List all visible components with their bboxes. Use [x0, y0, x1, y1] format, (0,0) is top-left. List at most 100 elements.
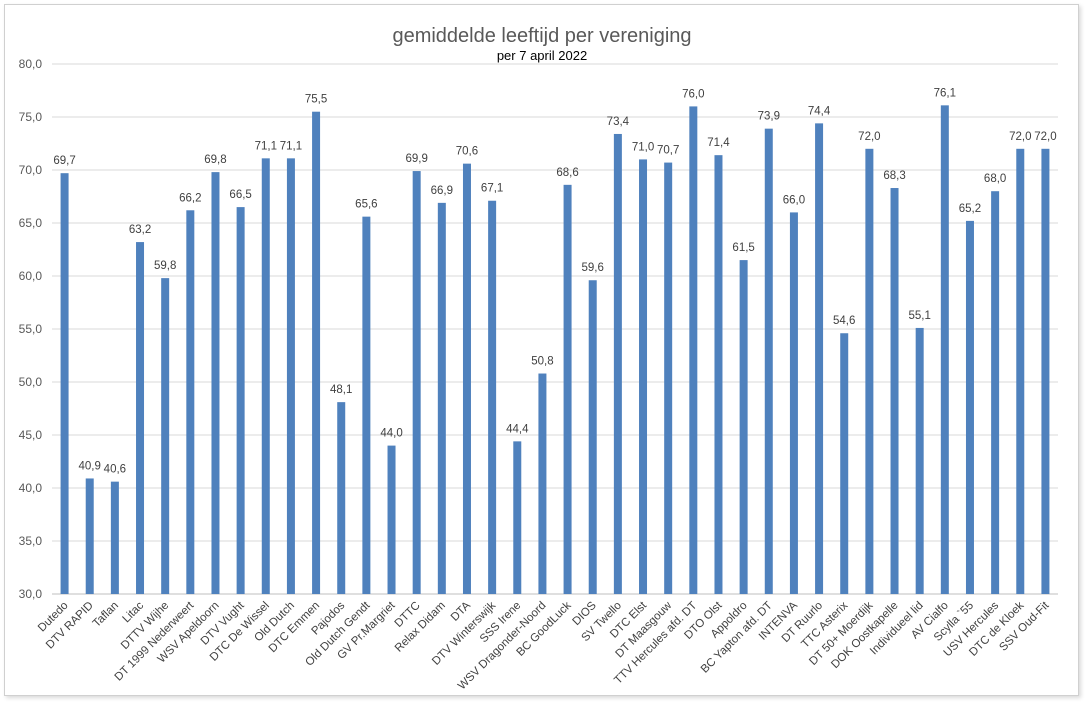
data-label: 68,6: [556, 167, 578, 179]
y-tick-label: 80,0: [19, 57, 43, 71]
bar: [1041, 148, 1050, 595]
data-label: 54,6: [833, 315, 855, 327]
data-label: 66,9: [431, 185, 453, 197]
category-label: Taflan: [91, 600, 121, 630]
data-label: 59,8: [154, 260, 176, 272]
bar: [462, 163, 471, 594]
data-label: 66,0: [783, 194, 805, 206]
y-tick-label: 40,0: [19, 481, 43, 495]
bar: [639, 159, 648, 594]
data-label: 48,1: [330, 384, 352, 396]
data-label: 72,0: [1034, 131, 1056, 143]
bar: [362, 216, 371, 594]
bar: [714, 155, 723, 594]
bar: [488, 200, 497, 595]
bar: [890, 188, 899, 594]
bar: [161, 278, 170, 594]
y-tick-label: 65,0: [19, 216, 43, 230]
bar: [1016, 148, 1025, 595]
data-label: 69,8: [204, 154, 226, 166]
data-label: 66,2: [179, 192, 201, 204]
bar: [965, 220, 974, 594]
y-tick-label: 35,0: [19, 534, 43, 548]
data-label: 71,1: [280, 140, 302, 152]
data-label: 50,8: [531, 356, 553, 368]
bar: [840, 333, 849, 594]
bar: [186, 210, 195, 594]
bar: [211, 172, 220, 594]
bar: [236, 207, 245, 594]
bar: [865, 148, 874, 595]
data-labels: 69,7 40,9 40,6 63,2 59,8 66,2 69,8 66,5 71,1 71,1…: [53, 87, 1056, 475]
data-label: 69,7: [53, 155, 75, 167]
data-label: 76,0: [682, 88, 704, 100]
bar: [764, 128, 773, 594]
data-label: 75,5: [305, 94, 327, 106]
data-label: 70,6: [456, 146, 478, 158]
data-label: 71,4: [707, 137, 730, 149]
y-tick-label: 70,0: [19, 163, 43, 177]
data-label: 70,7: [657, 145, 679, 157]
data-label: 71,1: [255, 140, 277, 152]
bar: [991, 191, 1000, 594]
data-label: 40,9: [79, 460, 101, 472]
data-label: 63,2: [129, 224, 151, 236]
data-label: 69,9: [405, 153, 427, 165]
data-label: 73,4: [607, 116, 630, 128]
chart-title: gemiddelde leeftijd per vereniging: [392, 25, 691, 47]
data-label: 44,0: [380, 428, 402, 440]
bar: [538, 373, 547, 594]
bar: [739, 260, 748, 594]
bar: [261, 158, 270, 594]
y-tick-label: 55,0: [19, 322, 43, 336]
bar: [85, 478, 94, 594]
bar: [110, 481, 119, 594]
bar: [789, 212, 798, 594]
bar: [437, 202, 446, 595]
bar: [940, 105, 949, 594]
data-label: 67,1: [481, 183, 503, 195]
data-label: 71,0: [632, 141, 654, 153]
data-label: 61,5: [732, 242, 754, 254]
data-label: 65,2: [959, 203, 981, 215]
bar: [387, 445, 396, 594]
data-label: 76,1: [934, 87, 956, 99]
bar: [513, 441, 522, 594]
bar: [136, 242, 145, 594]
data-label: 72,0: [858, 131, 880, 143]
data-label: 73,9: [758, 111, 780, 123]
bar: [563, 184, 572, 594]
bar: [337, 402, 346, 594]
bar: [815, 123, 824, 595]
bar: [588, 280, 597, 594]
gridlines: [52, 63, 1058, 595]
bars: [60, 105, 1050, 595]
bar: [613, 133, 622, 594]
data-label: 44,4: [506, 423, 529, 435]
bar: [312, 111, 321, 594]
y-tick-label: 60,0: [19, 269, 43, 283]
y-tick-label: 45,0: [19, 428, 43, 442]
y-tick-label: 30,0: [19, 587, 43, 601]
data-label: 74,4: [808, 105, 831, 117]
data-label: 59,6: [582, 262, 604, 274]
data-label: 68,0: [984, 173, 1006, 185]
chart-subtitle: per 7 april 2022: [497, 48, 587, 63]
bar: [286, 158, 295, 594]
data-label: 68,3: [883, 170, 905, 182]
y-axis-tick-labels: 30,0 35,0 40,0 45,0 50,0 55,0 60,0 65,0 70,0 75,0…: [19, 57, 43, 601]
bar: [412, 171, 421, 594]
bar: [689, 106, 698, 595]
data-label: 72,0: [1009, 131, 1031, 143]
bar: [664, 162, 673, 594]
bar: [915, 327, 924, 594]
data-label: 55,1: [908, 310, 930, 322]
y-tick-label: 50,0: [19, 375, 43, 389]
data-label: 65,6: [355, 199, 377, 211]
data-label: 40,6: [104, 464, 126, 476]
bar: [60, 173, 69, 594]
y-tick-label: 75,0: [19, 110, 43, 124]
data-label: 66,5: [229, 189, 251, 201]
